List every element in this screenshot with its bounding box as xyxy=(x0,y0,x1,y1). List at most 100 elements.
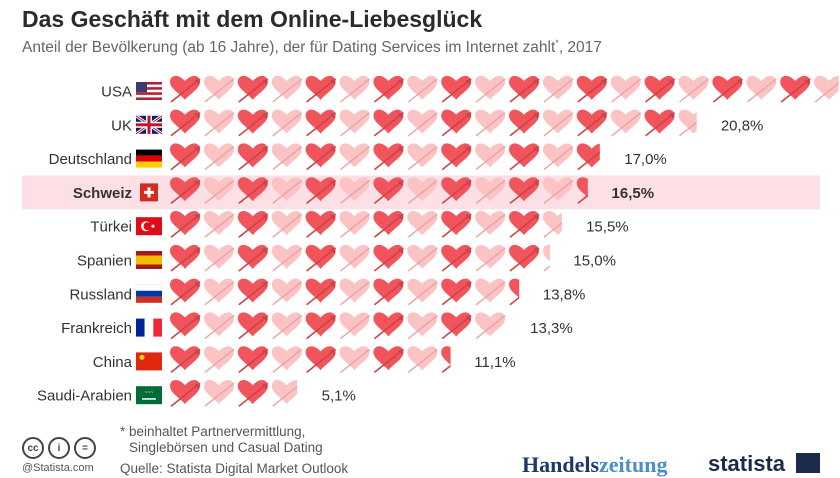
heart-mark xyxy=(475,143,506,171)
handelszeitung-logo-part-1: Handels xyxy=(522,452,600,477)
heart-mark xyxy=(678,75,709,103)
heart-mark xyxy=(237,143,269,171)
heart-mark xyxy=(203,278,235,306)
heart-mark xyxy=(170,244,201,272)
heart-mark xyxy=(339,278,370,306)
source: Quelle: Statista Digital Market Outlook xyxy=(120,461,349,476)
heart-mark xyxy=(237,177,269,205)
noderivs-icon[interactable]: = xyxy=(74,437,96,459)
chart-row: Saudi-Arabien ~~~ 5,1% xyxy=(37,380,356,407)
heart-mark xyxy=(542,109,574,137)
heart-mark xyxy=(475,244,506,272)
heart-mark xyxy=(271,312,303,340)
footnote-line-1: * beinhaltet Partnervermittlung, xyxy=(120,424,306,439)
value-label: 20,8% xyxy=(721,117,764,134)
statista-logo[interactable]: statista xyxy=(708,451,786,476)
heart-mark xyxy=(339,346,370,373)
heart-mark xyxy=(237,75,269,103)
heart-mark xyxy=(271,75,303,103)
heart-mark xyxy=(746,75,777,103)
heart-mark xyxy=(441,211,472,238)
heart-mark xyxy=(305,346,337,374)
category-label: UK xyxy=(111,117,132,134)
heart-mark xyxy=(576,143,600,171)
heart-mark xyxy=(305,312,337,340)
heart-mark xyxy=(407,177,438,204)
subtitle-footnote-mark: * xyxy=(555,38,559,48)
heart-mark xyxy=(339,312,370,340)
attribution-icon[interactable]: i xyxy=(48,437,70,459)
heart-mark xyxy=(576,177,588,205)
heart-mark xyxy=(509,109,540,137)
flag-saudi-arabia-icon: ~~~ xyxy=(136,386,162,405)
heart-mark xyxy=(237,278,269,306)
heart-mark xyxy=(509,278,520,306)
license-icons: cc i = xyxy=(22,437,96,459)
heart-mark xyxy=(441,278,472,306)
category-label: Spanien xyxy=(77,253,132,270)
svg-text:~~~: ~~~ xyxy=(145,390,154,396)
heart-mark xyxy=(339,143,370,171)
chart-row: China 11,1% xyxy=(93,346,516,374)
chart-row: UK 20,8% xyxy=(111,109,764,137)
heart-mark xyxy=(610,109,642,137)
flag-germany-icon xyxy=(136,149,162,168)
chart-row: Frankreich 13,3% xyxy=(61,312,573,340)
heart-mark xyxy=(237,346,269,374)
chart-row: Deutschland 17,0% xyxy=(49,143,667,171)
heart-mark xyxy=(509,211,540,238)
category-label: USA xyxy=(101,84,132,101)
heart-mark xyxy=(170,346,201,374)
heart-mark xyxy=(339,109,370,137)
flag-uk-icon xyxy=(135,114,163,136)
heart-mark xyxy=(170,177,201,205)
heart-mark xyxy=(237,109,269,137)
category-label: Schweiz xyxy=(73,185,132,202)
heart-mark xyxy=(271,380,298,407)
heart-mark xyxy=(170,143,201,171)
heart-mark xyxy=(542,143,574,171)
heart-mark xyxy=(441,177,472,205)
category-label: Russland xyxy=(69,286,132,303)
footnote: * beinhaltet Partnervermittlung, Singleb… xyxy=(120,424,323,456)
heart-mark xyxy=(305,109,337,137)
heart-mark xyxy=(712,75,743,103)
heart-mark xyxy=(203,109,235,137)
heart-mark xyxy=(542,211,562,238)
statista-handle[interactable]: @Statista.com xyxy=(22,462,94,474)
heart-mark xyxy=(170,75,201,103)
heart-mark xyxy=(373,109,404,137)
heart-mark xyxy=(339,177,370,204)
flag-usa-icon xyxy=(136,82,162,100)
flag-switzerland-icon xyxy=(140,183,158,202)
chart-row: USA26,4% xyxy=(101,75,839,103)
heart-mark xyxy=(373,244,404,272)
heart-mark xyxy=(576,75,608,103)
subtitle-text: Anteil der Bevölkerung (ab 16 Jahre), de… xyxy=(22,39,556,57)
heart-mark xyxy=(441,312,472,340)
heart-mark xyxy=(237,380,269,407)
handelszeitung-logo-part-2: zeitung xyxy=(599,452,668,477)
handelszeitung-logo[interactable]: Handelszeitung xyxy=(522,452,667,478)
flag-turkey-icon xyxy=(136,217,162,236)
value-label: 13,8% xyxy=(543,286,586,303)
heart-mark xyxy=(170,312,201,340)
cc-icon[interactable]: cc xyxy=(22,437,44,459)
heart-mark xyxy=(305,244,337,272)
heart-mark xyxy=(339,75,370,103)
heart-mark xyxy=(407,75,438,103)
value-label: 15,0% xyxy=(573,253,616,270)
heart-mark xyxy=(237,211,269,238)
heart-mark xyxy=(237,312,269,340)
heart-mark xyxy=(373,278,404,306)
heart-mark xyxy=(305,75,337,103)
value-label: 16,5% xyxy=(612,185,655,202)
heart-mark xyxy=(373,75,404,103)
heart-mark xyxy=(170,278,201,306)
value-label: 5,1% xyxy=(322,388,356,405)
heart-mark xyxy=(542,75,574,103)
heart-mark xyxy=(203,346,235,373)
heart-mark xyxy=(237,244,269,272)
heart-mark xyxy=(271,278,303,306)
